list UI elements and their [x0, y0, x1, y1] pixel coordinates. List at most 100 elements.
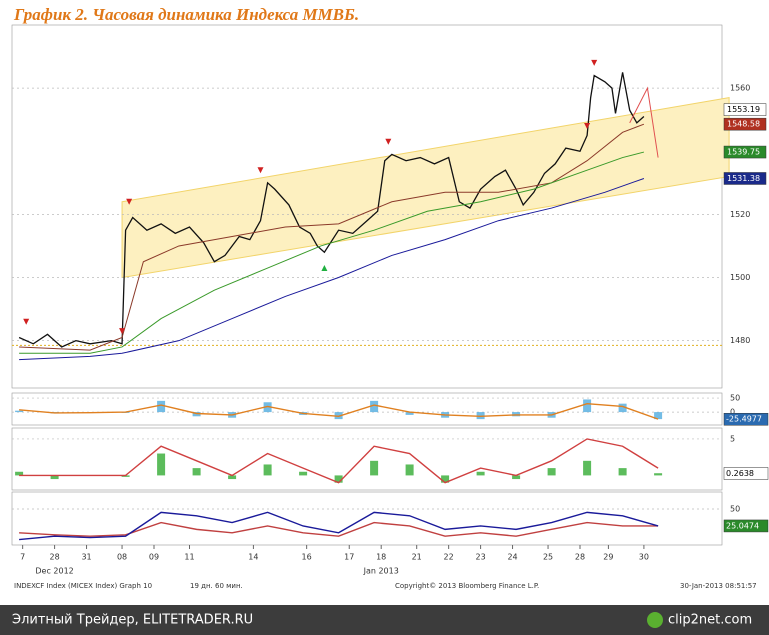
indicator-bar — [299, 471, 308, 476]
signal-marker — [23, 318, 30, 325]
panel-frame — [11, 491, 723, 546]
price-tag — [723, 103, 767, 116]
x-tick-label: 16 — [302, 553, 312, 562]
price-tag-label: 1553.19 — [727, 105, 760, 114]
indicator-line — [19, 438, 659, 484]
indicator-bar — [618, 468, 627, 476]
indicator-bar — [121, 475, 130, 477]
indicator-bar — [334, 475, 343, 483]
indicator-bar — [405, 412, 414, 415]
footer-text: 30-Jan-2013 08:51:57 — [680, 582, 757, 590]
signal-marker — [126, 198, 133, 205]
indicator-bar — [654, 412, 663, 420]
month-label: Dec 2012 — [35, 567, 73, 576]
x-tick-label: 11 — [184, 553, 194, 562]
indicator-bar — [405, 464, 414, 476]
x-tick-label: 17 — [344, 553, 354, 562]
y-tick-label: 1560 — [730, 84, 750, 93]
indicator-bar — [547, 468, 556, 476]
price-tag — [723, 145, 767, 159]
indicator-bar — [618, 403, 627, 413]
x-tick-label: 28 — [575, 553, 585, 562]
indicator-tag-label: -25.4977 — [726, 415, 762, 424]
panel-frame — [11, 392, 723, 426]
price-line — [629, 86, 659, 158]
x-tick-label: 24 — [507, 553, 517, 562]
indicator-tag-label: 0.2638 — [726, 469, 754, 478]
price-line — [19, 123, 645, 351]
y-tick-label: 50 — [730, 504, 740, 513]
indicator-line — [19, 521, 659, 537]
price-tag-label: 1531.38 — [727, 174, 760, 183]
x-tick-label: 31 — [81, 553, 91, 562]
signal-marker — [584, 123, 591, 130]
price-line — [19, 177, 645, 361]
price-tag-label: 1539.75 — [727, 148, 760, 157]
indicator-bar — [192, 468, 201, 476]
indicator-tag — [723, 412, 769, 426]
x-tick-label: 29 — [603, 553, 613, 562]
indicator-bar — [15, 471, 24, 476]
x-tick-label: 7 — [20, 553, 25, 562]
logo-icon — [647, 612, 663, 628]
signal-marker — [119, 328, 126, 335]
indicator-bar — [476, 471, 485, 476]
indicator-bar — [263, 464, 272, 476]
signal-marker — [591, 59, 598, 66]
x-tick-label: 25 — [543, 553, 553, 562]
x-tick-label: 08 — [117, 553, 127, 562]
panel-frame — [11, 427, 723, 491]
indicator-line — [19, 511, 659, 541]
price-tag — [723, 172, 767, 185]
price-tag — [723, 117, 767, 131]
y-tick-label: 1480 — [730, 336, 750, 345]
panel-frame — [11, 24, 723, 389]
x-tick-label: 28 — [50, 553, 60, 562]
price-line — [18, 72, 645, 348]
indicator-bar — [157, 453, 166, 476]
indicator-tag-label: 25.0474 — [726, 521, 759, 530]
x-tick-label: 23 — [476, 553, 486, 562]
footer-text: 19 дн. 60 мин. — [190, 582, 243, 590]
price-line — [19, 151, 645, 354]
y-tick-label: 5 — [730, 434, 735, 443]
indicator-bar — [370, 460, 379, 476]
watermark-bar — [0, 605, 769, 635]
indicator-bar — [654, 473, 663, 476]
signal-marker — [321, 265, 328, 272]
indicator-bar — [583, 460, 592, 476]
indicator-line — [19, 402, 659, 420]
chart-title: График 2. Часовая динамика Индекса ММВБ. — [13, 5, 359, 24]
x-tick-label: 22 — [444, 553, 454, 562]
indicator-bar — [157, 400, 166, 413]
indicator-bar — [50, 475, 59, 480]
x-tick-label: 30 — [639, 553, 649, 562]
indicator-bar — [15, 410, 24, 413]
indicator-tag — [723, 519, 769, 533]
footer-text: INDEXCF Index (MICEX Index) Graph 10 — [14, 582, 152, 590]
footer-text: Copyright© 2013 Bloomberg Finance L.P. — [395, 582, 539, 590]
y-tick-label: 50 — [730, 394, 740, 403]
indicator-bar — [441, 475, 450, 483]
indicator-bar — [192, 412, 201, 417]
month-label: Jan 2013 — [363, 567, 399, 576]
x-tick-label: 09 — [149, 553, 159, 562]
indicator-bar — [228, 475, 237, 480]
indicator-bar — [476, 412, 485, 420]
indicator-bar — [370, 400, 379, 413]
signal-marker — [257, 167, 264, 174]
watermark-left: Элитный Трейдер, ELITETRADER.RU — [12, 613, 253, 628]
y-tick-label: 1520 — [730, 210, 750, 219]
x-tick-label: 18 — [376, 553, 386, 562]
indicator-tag — [723, 467, 769, 480]
price-tag-label: 1548.58 — [727, 120, 760, 129]
y-tick-label: 0 — [730, 408, 735, 417]
y-tick-label: 1500 — [730, 273, 750, 282]
signal-marker — [385, 138, 392, 145]
indicator-bar — [583, 399, 592, 413]
x-tick-label: 21 — [412, 553, 422, 562]
x-tick-label: 14 — [248, 553, 258, 562]
